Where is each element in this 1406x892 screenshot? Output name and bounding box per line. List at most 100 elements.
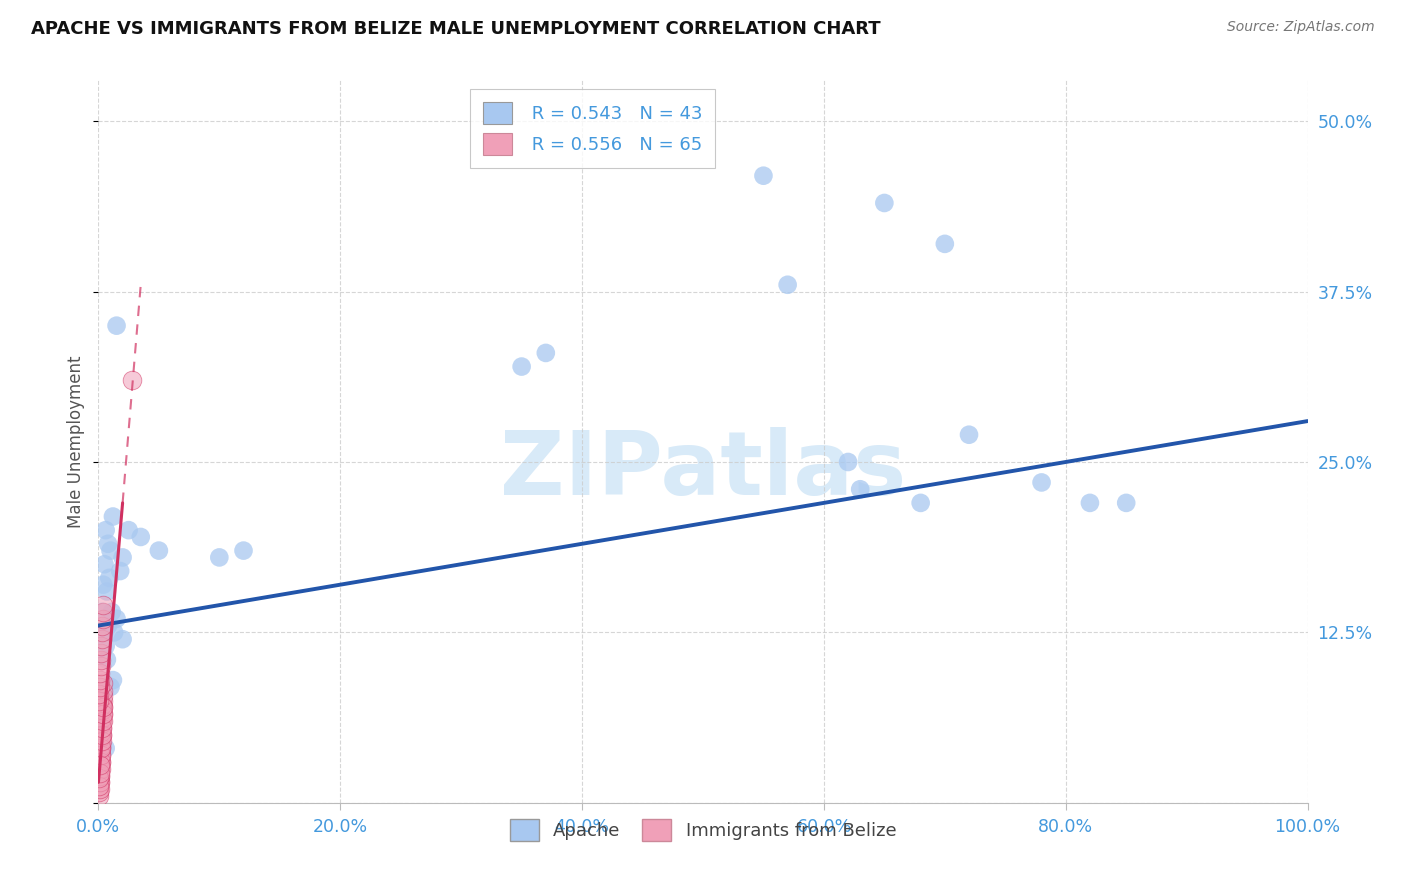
Point bbox=[90, 646, 112, 660]
Point bbox=[91, 714, 114, 728]
Point bbox=[89, 765, 111, 780]
Point bbox=[91, 714, 114, 728]
Point bbox=[1115, 496, 1137, 510]
Point bbox=[89, 757, 111, 772]
Point bbox=[90, 739, 112, 753]
Point bbox=[91, 687, 114, 701]
Point bbox=[90, 748, 112, 763]
Point bbox=[121, 373, 143, 387]
Point bbox=[873, 196, 896, 211]
Point bbox=[89, 680, 111, 694]
Point bbox=[89, 768, 111, 782]
Point bbox=[91, 676, 114, 690]
Point bbox=[232, 543, 254, 558]
Point bbox=[776, 277, 799, 292]
Point bbox=[90, 734, 112, 748]
Point bbox=[101, 673, 124, 687]
Point bbox=[108, 564, 131, 578]
Point bbox=[94, 523, 117, 537]
Point bbox=[91, 612, 114, 626]
Point bbox=[94, 639, 117, 653]
Point bbox=[1078, 496, 1101, 510]
Point bbox=[96, 584, 118, 599]
Point bbox=[87, 693, 110, 707]
Point bbox=[148, 543, 170, 558]
Point bbox=[89, 762, 111, 776]
Point bbox=[118, 523, 141, 537]
Point bbox=[91, 605, 114, 619]
Text: Source: ZipAtlas.com: Source: ZipAtlas.com bbox=[1227, 20, 1375, 34]
Point bbox=[91, 605, 114, 619]
Point bbox=[90, 755, 112, 769]
Point bbox=[87, 780, 110, 794]
Point bbox=[87, 789, 110, 803]
Point bbox=[93, 558, 115, 572]
Point bbox=[94, 741, 117, 756]
Point bbox=[91, 690, 114, 704]
Point bbox=[97, 618, 120, 632]
Point bbox=[91, 721, 114, 735]
Point bbox=[105, 318, 128, 333]
Point bbox=[89, 775, 111, 789]
Point bbox=[90, 711, 112, 725]
Point bbox=[89, 785, 111, 799]
Point bbox=[91, 703, 114, 717]
Point bbox=[100, 605, 122, 619]
Point bbox=[89, 673, 111, 687]
Point bbox=[103, 625, 125, 640]
Point bbox=[90, 728, 112, 742]
Point bbox=[90, 755, 112, 769]
Point bbox=[90, 741, 112, 756]
Point bbox=[849, 482, 872, 496]
Point bbox=[96, 653, 118, 667]
Legend: Apache, Immigrants from Belize: Apache, Immigrants from Belize bbox=[502, 812, 904, 848]
Point bbox=[89, 757, 111, 772]
Point bbox=[87, 771, 110, 785]
Point bbox=[1031, 475, 1053, 490]
Point bbox=[105, 612, 128, 626]
Point bbox=[90, 632, 112, 647]
Point bbox=[89, 771, 111, 785]
Point bbox=[91, 698, 114, 712]
Point bbox=[91, 598, 114, 612]
Point bbox=[91, 577, 114, 591]
Point bbox=[90, 725, 112, 739]
Point bbox=[91, 721, 114, 735]
Point bbox=[91, 728, 114, 742]
Point bbox=[89, 775, 111, 789]
Point bbox=[87, 782, 110, 797]
Point bbox=[89, 765, 111, 780]
Point bbox=[534, 346, 557, 360]
Point bbox=[89, 744, 111, 758]
Point bbox=[90, 762, 112, 776]
Point bbox=[97, 537, 120, 551]
Point bbox=[89, 666, 111, 681]
Point bbox=[90, 659, 112, 673]
Point bbox=[89, 780, 111, 794]
Point bbox=[837, 455, 859, 469]
Point bbox=[910, 496, 932, 510]
Point bbox=[91, 700, 114, 714]
Point bbox=[510, 359, 533, 374]
Text: ZIPatlas: ZIPatlas bbox=[501, 427, 905, 514]
Point bbox=[91, 618, 114, 632]
Point bbox=[89, 782, 111, 797]
Point bbox=[91, 700, 114, 714]
Point bbox=[957, 427, 980, 442]
Point bbox=[101, 509, 124, 524]
Point bbox=[90, 653, 112, 667]
Point bbox=[111, 550, 134, 565]
Point bbox=[89, 752, 111, 766]
Point bbox=[111, 632, 134, 647]
Point bbox=[91, 693, 114, 707]
Point bbox=[100, 680, 122, 694]
Text: APACHE VS IMMIGRANTS FROM BELIZE MALE UNEMPLOYMENT CORRELATION CHART: APACHE VS IMMIGRANTS FROM BELIZE MALE UN… bbox=[31, 20, 880, 37]
Point bbox=[91, 625, 114, 640]
Point bbox=[93, 625, 115, 640]
Point bbox=[89, 768, 111, 782]
Point bbox=[90, 716, 112, 731]
Point bbox=[89, 687, 111, 701]
Point bbox=[91, 684, 114, 698]
Y-axis label: Male Unemployment: Male Unemployment bbox=[67, 355, 86, 528]
Point bbox=[90, 731, 112, 745]
